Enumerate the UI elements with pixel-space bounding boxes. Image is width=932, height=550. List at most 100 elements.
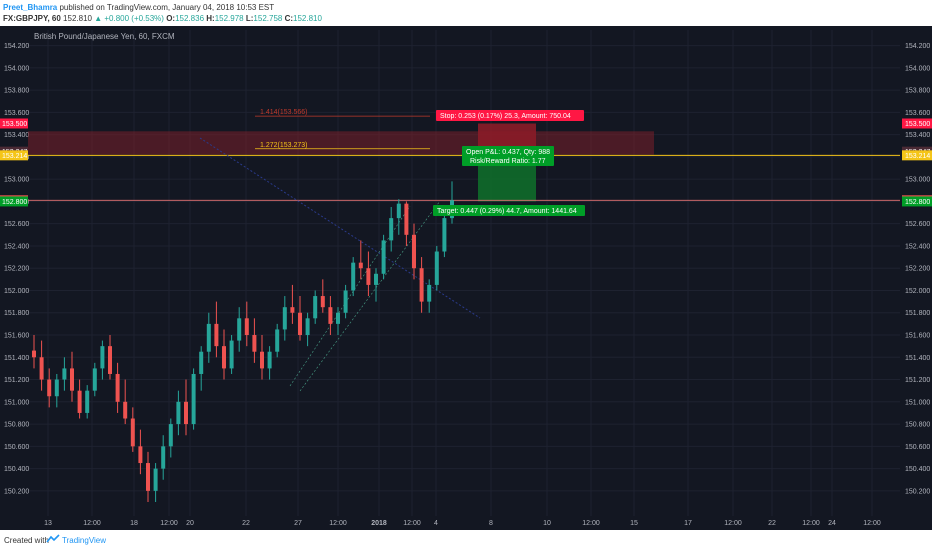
publish-line: Preet_Bhamra published on TradingView.co…: [3, 3, 274, 12]
x-tick-2: 18: [130, 520, 138, 527]
close-label: C:: [284, 14, 294, 23]
x-tick-3: 12:00: [160, 520, 178, 527]
rr-label: Risk/Reward Ratio: 1.77: [470, 158, 546, 165]
candle-body-50: [412, 234, 416, 269]
price-tag-left-2: 153.214: [2, 153, 27, 160]
target-label-box: [433, 205, 585, 216]
y-tick-left-14: 151.400: [4, 355, 29, 362]
candle-body-35: [298, 312, 302, 336]
price-tag-right-0: 153.500: [905, 121, 930, 128]
candle-body-51: [419, 268, 424, 302]
x-tick-11: 8: [489, 520, 493, 527]
candle-body-12: [123, 401, 128, 419]
candle-body-13: [130, 418, 135, 447]
open-pl-label: Open P&L: 0.437, Qty: 988: [466, 149, 550, 156]
x-tick-17: 22: [768, 520, 776, 527]
low-value: 152.758: [253, 14, 283, 23]
x-tick-0: 13: [44, 520, 52, 527]
y-tick-right-20: 150.200: [905, 488, 930, 495]
y-tick-right-15: 151.200: [905, 377, 930, 384]
stop-label: Stop: 0.253 (0.17%) 25.3, Amount: 750.04: [440, 113, 571, 120]
candle-body-23: [206, 323, 211, 352]
y-tick-left-8: 152.600: [4, 221, 29, 228]
price-tag-right-box-4: [902, 196, 932, 207]
candle-body-19: [176, 401, 181, 425]
y-tick-right-16: 151.000: [905, 399, 930, 406]
tradingview-brand-link[interactable]: TradingView: [62, 536, 107, 545]
candle-body-40: [336, 312, 340, 324]
y-tick-right-1: 154.000: [905, 65, 930, 72]
y-tick-right-2: 153.800: [905, 88, 930, 95]
y-tick-left-17: 150.800: [4, 422, 29, 429]
x-tick-10: 4: [434, 520, 438, 527]
candle-body-33: [282, 307, 287, 330]
candle-body-21: [191, 373, 196, 425]
price-tag-left-box-0: [0, 118, 28, 129]
chart-area[interactable]: 154.200 154.200 154.000 154.000 153.800 153.8…: [0, 26, 932, 530]
trend-line: [199, 137, 481, 319]
candle-body-25: [222, 346, 226, 369]
y-tick-right-11: 152.000: [905, 288, 930, 295]
candle-body-28: [244, 318, 249, 336]
x-tick-6: 27: [294, 520, 302, 527]
y-tick-left-20: 150.200: [4, 488, 29, 495]
candle-body-18: [168, 424, 173, 447]
candle-body-22: [199, 351, 204, 374]
pattern-line-2: [299, 200, 441, 392]
y-tick-left-6: 153.000: [4, 177, 29, 184]
y-tick-right-18: 150.600: [905, 444, 930, 451]
y-tick-right-0: 154.200: [905, 43, 930, 50]
candle-body-42: [351, 262, 356, 291]
y-tick-right-6: 153.000: [905, 177, 930, 184]
candle-body-52: [427, 284, 432, 302]
y-tick-right-8: 152.600: [905, 221, 930, 228]
y-tick-left-0: 154.200: [4, 43, 29, 50]
candle-body-39: [328, 307, 333, 324]
x-tick-15: 17: [684, 520, 692, 527]
candle-body-48: [396, 203, 401, 219]
candle-body-24: [214, 323, 219, 347]
price-tag-left-box-4: [0, 196, 28, 207]
y-tick-left-12: 151.800: [4, 310, 29, 317]
candle-body-31: [267, 351, 272, 369]
candle-body-53: [434, 251, 439, 285]
price-tag-right-2: 153.214: [905, 153, 930, 160]
risk-zone-wide: [28, 131, 654, 155]
candle-body-30: [260, 351, 264, 369]
candle-body-3: [54, 379, 59, 397]
x-tick-18: 12:00: [802, 520, 820, 527]
candle-body-45: [374, 273, 378, 285]
y-tick-right-17: 150.800: [905, 422, 930, 429]
candle-body-16: [153, 468, 158, 491]
price-tag-left-4: 152.800: [2, 199, 27, 206]
chart-header: Preet_Bhamra published on TradingView.co…: [0, 0, 932, 26]
y-tick-right-9: 152.400: [905, 243, 930, 250]
stop-label-box: [436, 110, 584, 121]
pl-box: [462, 146, 554, 166]
y-tick-right-10: 152.200: [905, 266, 930, 273]
candle-body-7: [85, 390, 90, 413]
y-tick-left-13: 151.600: [4, 333, 29, 340]
y-tick-left-11: 152.000: [4, 288, 29, 295]
candle-body-8: [92, 368, 97, 391]
price-chart[interactable]: 154.200 154.200 154.000 154.000 153.800 153.8…: [0, 26, 932, 530]
y-tick-right-19: 150.400: [905, 466, 930, 473]
candle-body-26: [229, 340, 234, 369]
candle-body-1: [39, 357, 44, 380]
candle-body-54: [442, 218, 447, 252]
x-tick-19: 24: [828, 520, 836, 527]
x-tick-16: 12:00: [724, 520, 742, 527]
x-tick-14: 15: [630, 520, 638, 527]
x-tick-7: 12:00: [329, 520, 347, 527]
last-price: 152.810: [63, 14, 92, 23]
author-link[interactable]: Preet_Bhamra: [3, 3, 58, 12]
candle-body-11: [115, 373, 120, 402]
candle-body-10: [108, 346, 112, 374]
y-tick-left-19: 150.400: [4, 466, 29, 473]
x-tick-1: 12:00: [83, 520, 101, 527]
y-tick-left-2: 153.800: [4, 88, 29, 95]
y-tick-right-4: 153.400: [905, 132, 930, 139]
y-tick-right-13: 151.600: [905, 333, 930, 340]
y-tick-left-4: 153.400: [4, 132, 29, 139]
candle-body-44: [366, 268, 371, 285]
